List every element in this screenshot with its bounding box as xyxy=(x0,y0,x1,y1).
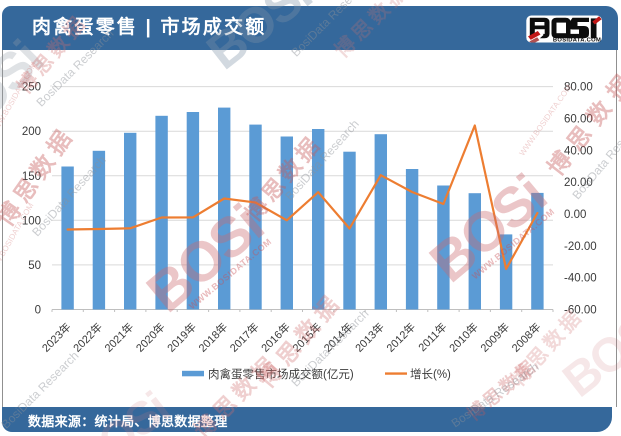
svg-text:200: 200 xyxy=(22,126,41,138)
svg-text:增长(%): 增长(%) xyxy=(410,367,451,381)
svg-text:-20.00: -20.00 xyxy=(564,241,597,253)
svg-text:100: 100 xyxy=(22,215,41,227)
svg-text:150: 150 xyxy=(22,171,41,183)
svg-text:80.00: 80.00 xyxy=(564,82,593,94)
svg-text:0.00: 0.00 xyxy=(564,209,586,221)
svg-text:BOSIDATA.COM: BOSIDATA.COM xyxy=(553,37,601,43)
svg-text:-60.00: -60.00 xyxy=(564,305,597,317)
svg-text:40.00: 40.00 xyxy=(564,145,593,157)
svg-text:0: 0 xyxy=(35,305,41,317)
svg-text:20.00: 20.00 xyxy=(564,177,593,189)
svg-text:-40.00: -40.00 xyxy=(564,273,597,285)
svg-text:250: 250 xyxy=(22,82,41,94)
svg-text:60.00: 60.00 xyxy=(564,113,593,125)
svg-text:肉禽蛋零售市场成交额(亿元): 肉禽蛋零售市场成交额(亿元) xyxy=(208,367,354,381)
svg-text:50: 50 xyxy=(28,260,41,272)
